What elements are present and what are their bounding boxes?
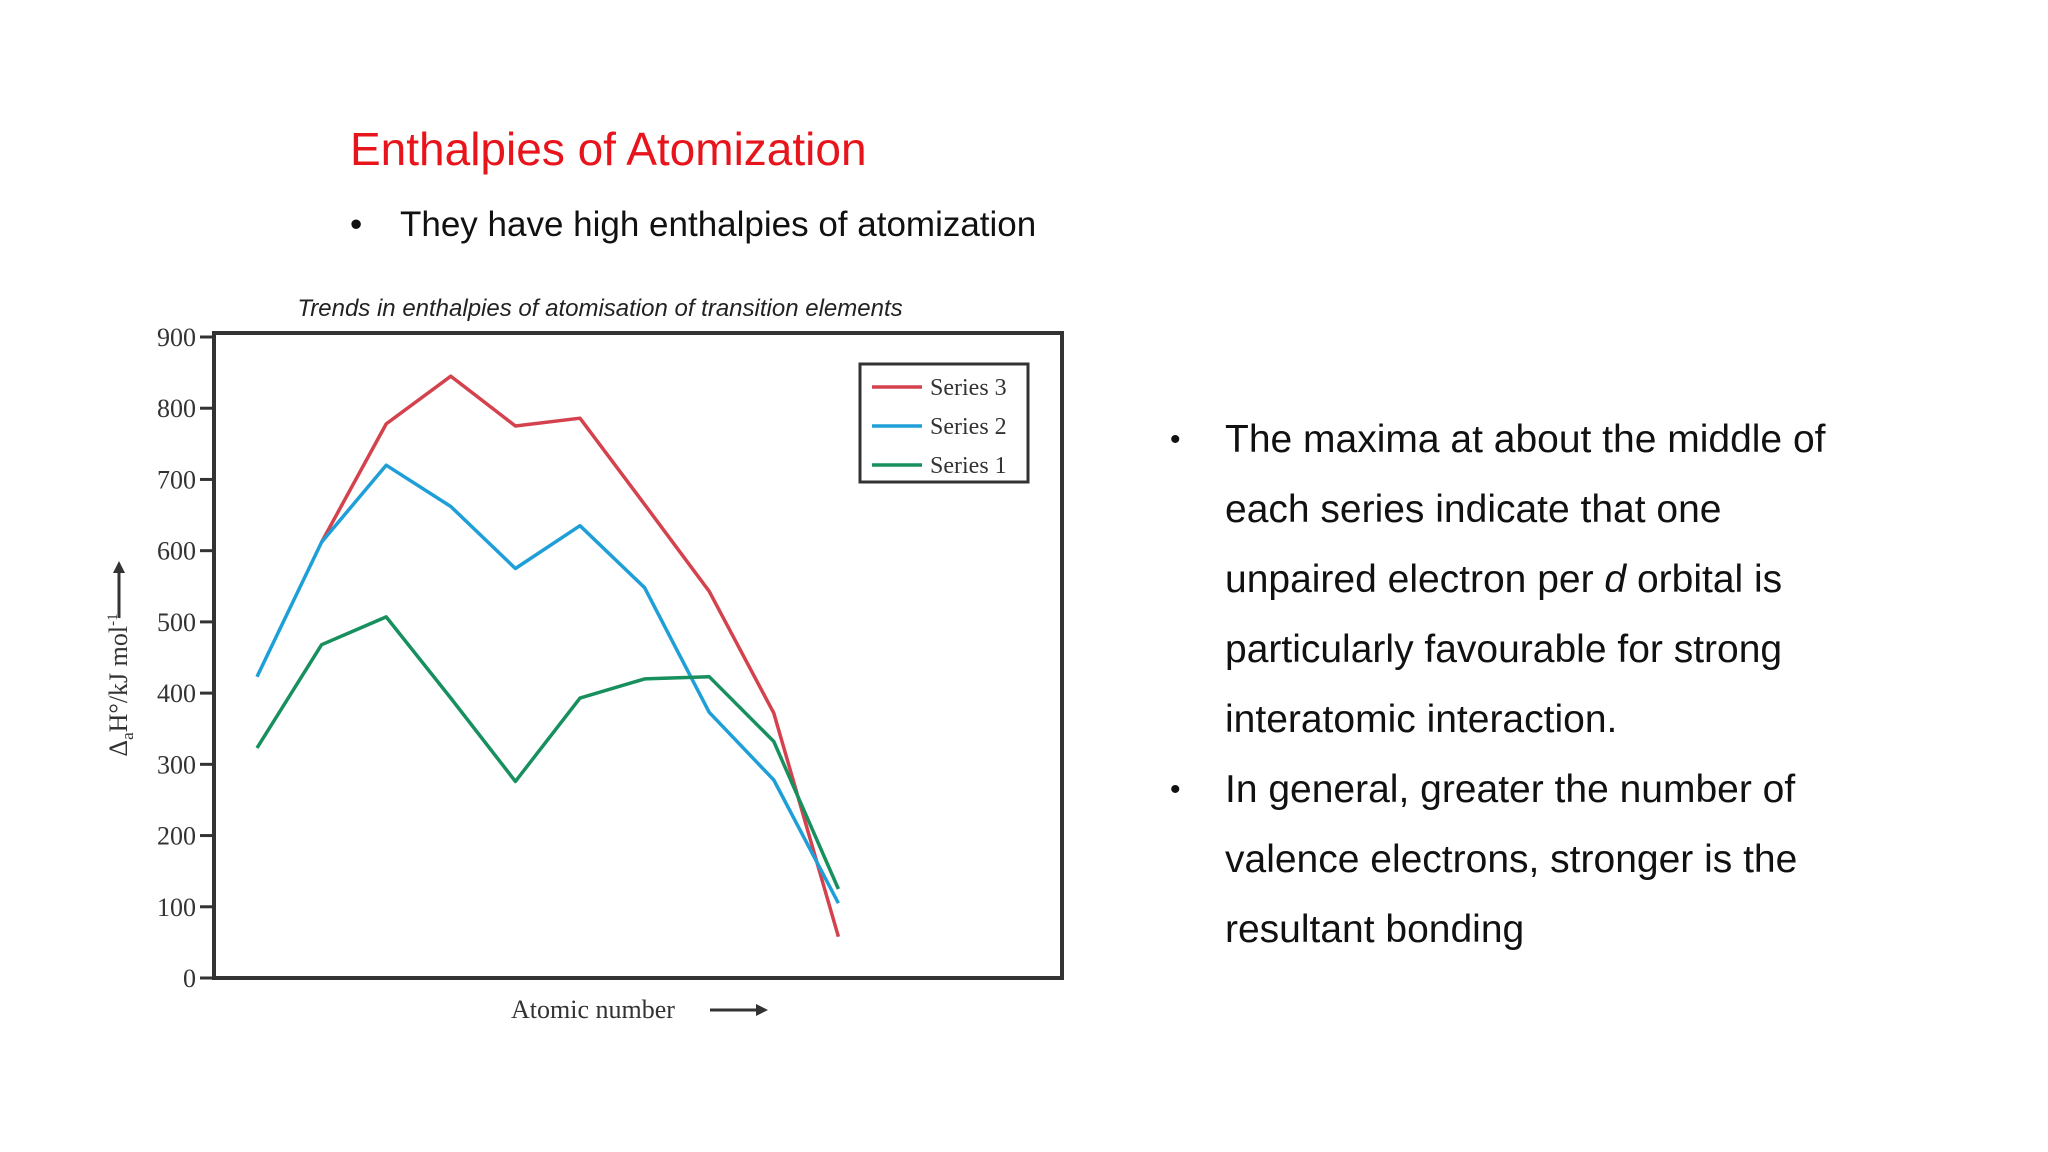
- legend-label: Series 3: [930, 375, 1007, 401]
- x-axis-label: Atomic number: [511, 995, 675, 1024]
- y-label-rest: H°/kJ mol: [104, 626, 133, 732]
- slide-title: Enthalpies of Atomization: [350, 123, 867, 175]
- top-bullet-text: They have high enthalpies of atomization: [400, 205, 1037, 244]
- series-line-1: [320, 374, 841, 938]
- series-line-2: [255, 463, 840, 905]
- series-lines: [255, 374, 841, 938]
- bullet-1-line-1: The maxima at about the middle of: [1225, 418, 1826, 461]
- y-tick-label: 900: [157, 323, 196, 352]
- y-tick-label: 200: [157, 822, 196, 851]
- bullet-dot: •: [1170, 423, 1181, 456]
- right-bullet-1: • The maxima at about the middle of each…: [1170, 405, 1825, 755]
- y-tick-label: 0: [183, 964, 196, 993]
- bullet-1-line-3-italic: d: [1604, 558, 1627, 601]
- chart-svg: Trends in enthalpies of atomisation of t…: [104, 295, 1064, 1024]
- y-axis: 0 100 200 300 400 500 600 700 800 900: [157, 323, 214, 993]
- y-tick-label: 800: [157, 394, 196, 423]
- bullet-2-line-2: valence electrons, stronger is the: [1225, 838, 1798, 881]
- bullet-2-line-1: In general, greater the number of: [1225, 768, 1796, 811]
- bullet-1-line-5: interatomic interaction.: [1225, 698, 1618, 741]
- y-tick-label: 100: [157, 893, 196, 922]
- x-axis-arrow: [710, 1004, 768, 1016]
- y-axis-arrow: [113, 561, 125, 618]
- y-label-sup: -1: [105, 613, 121, 626]
- legend-label: Series 1: [930, 453, 1007, 479]
- y-tick-label: 600: [157, 537, 196, 566]
- bullet-dot: •: [350, 205, 363, 244]
- series-line-3: [255, 615, 841, 890]
- right-bullet-2: • In general, greater the number of vale…: [1170, 755, 1825, 965]
- svg-text:ΔaH°/kJ mol-1: ΔaH°/kJ mol-1: [104, 613, 137, 756]
- bullet-1-line-4: particularly favourable for strong: [1225, 628, 1783, 671]
- y-tick-label: 400: [157, 679, 196, 708]
- legend: Series 3 Series 2 Series 1: [858, 362, 1030, 484]
- bullet-1-line-3-pre: unpaired electron per: [1225, 558, 1605, 601]
- plot-frame: [212, 331, 1064, 980]
- y-label-delta: Δ: [104, 740, 133, 757]
- legend-box: [858, 362, 1030, 484]
- bullet-2-line-3: resultant bonding: [1225, 908, 1525, 951]
- y-axis-label: ΔaH°/kJ mol-1: [104, 613, 137, 756]
- legend-items: Series 3 Series 2 Series 1: [872, 375, 1007, 479]
- bullet-1-line-3-post: orbital is: [1626, 558, 1783, 601]
- bullet-1-line-2: each series indicate that one: [1225, 488, 1722, 531]
- right-bullet-list: • The maxima at about the middle of each…: [1170, 405, 1825, 965]
- chart-title: Trends in enthalpies of atomisation of t…: [297, 295, 902, 322]
- y-tick-label: 700: [157, 465, 196, 494]
- chart: Trends in enthalpies of atomisation of t…: [100, 285, 1090, 1030]
- bullet-1-line-3: unpaired electron per d orbital is: [1225, 545, 1825, 615]
- legend-label: Series 2: [930, 414, 1007, 440]
- y-tick-label: 300: [157, 750, 196, 779]
- y-label-sub: a: [118, 732, 137, 740]
- bullet-dot: •: [1170, 773, 1181, 806]
- y-tick-label: 500: [157, 608, 196, 637]
